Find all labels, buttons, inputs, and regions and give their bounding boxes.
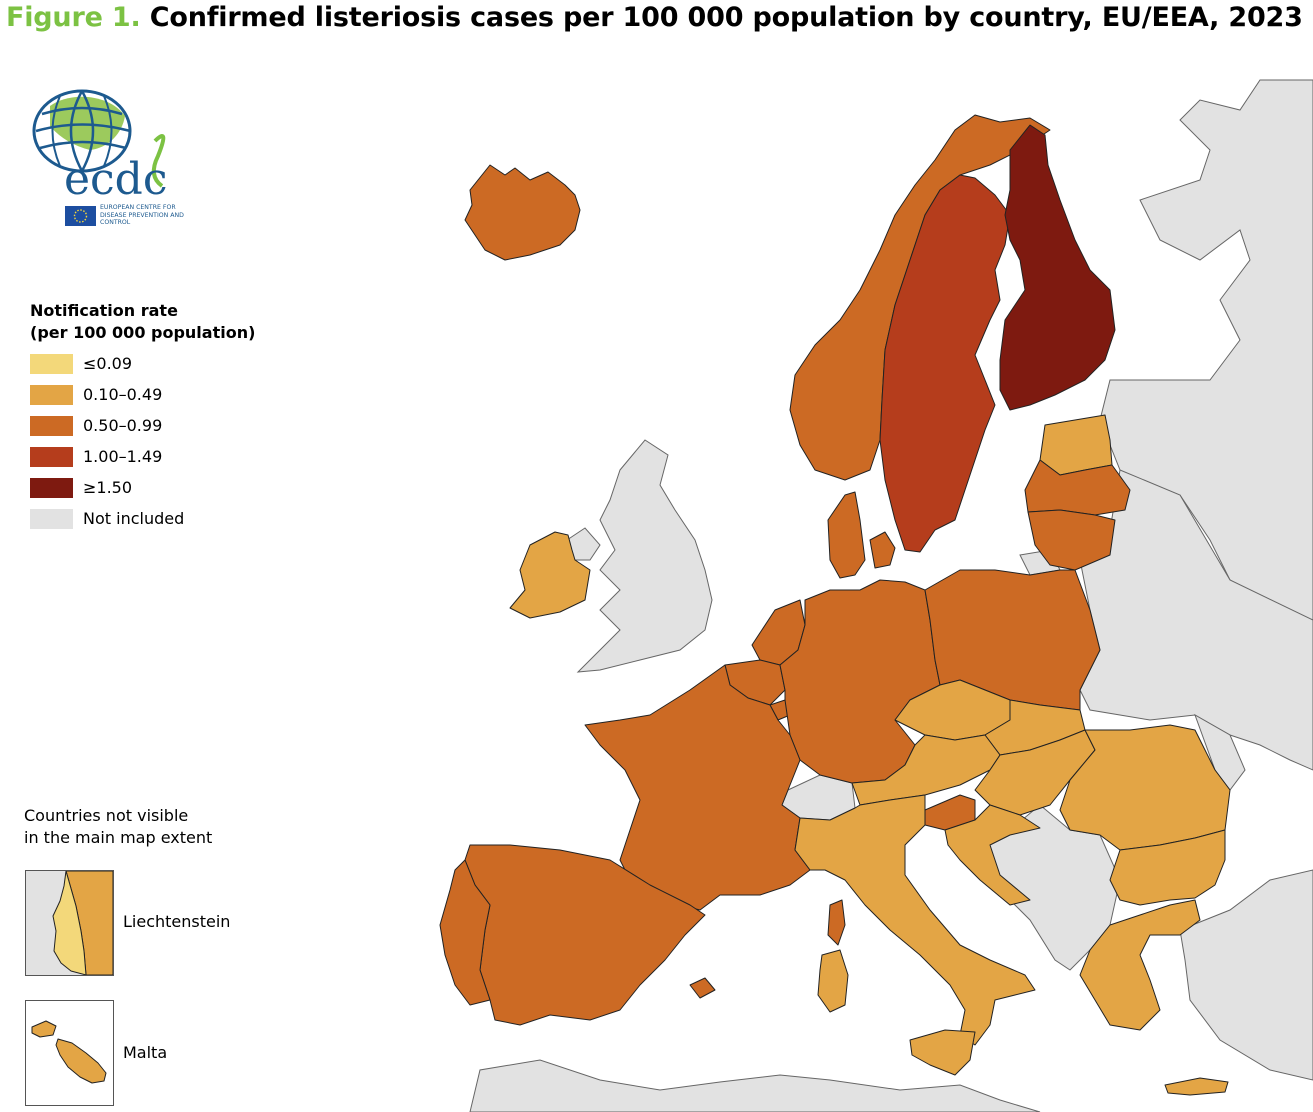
country-regions	[439, 114, 1231, 1096]
mallorca-shape	[689, 977, 716, 999]
legend-item: ≤0.09	[30, 348, 290, 379]
legend-swatch	[30, 353, 73, 374]
italy-shape	[794, 794, 1036, 1046]
legend-heading-line1: Notification rate	[30, 301, 178, 320]
corsica-shape	[827, 899, 846, 946]
malta-inset-map	[26, 1001, 113, 1105]
denmark-zealand-shape	[869, 531, 896, 569]
liechtenstein-inset-map	[26, 871, 113, 975]
liechtenstein-inset	[25, 870, 114, 976]
sweden-shape	[879, 174, 1011, 553]
legend-swatch	[30, 508, 73, 529]
legend-label: ≤0.09	[83, 354, 133, 373]
ecdc-logo-wordmark: ecdc	[64, 154, 168, 205]
croatia-shape	[944, 804, 1041, 906]
ecdc-logo: ecdc EUROPEAN CENTRE FOR DISEASE PREVENT…	[30, 86, 195, 231]
turkey-shape	[1179, 869, 1313, 1081]
sicily-shape	[909, 1029, 976, 1076]
denmark-shape	[827, 491, 866, 579]
eu-flag-icon	[65, 206, 96, 226]
figure-title-text: Confirmed listeriosis cases per 100 000 …	[149, 2, 1303, 33]
ecdc-logo-graphic: ecdc EUROPEAN CENTRE FOR DISEASE PREVENT…	[32, 89, 184, 226]
figure-label: Figure 1.	[6, 2, 141, 33]
lithuania-shape	[1027, 509, 1116, 571]
sardinia-shape	[817, 949, 849, 1013]
france-shape	[584, 664, 811, 911]
inset-liechtenstein-shape	[52, 871, 87, 975]
legend-swatch	[30, 384, 73, 405]
not-visible-heading: Countries not visible in the main map ex…	[24, 805, 264, 849]
legend-label: 0.50–0.99	[83, 416, 163, 435]
legend-swatch	[30, 477, 73, 498]
not-included-land	[469, 79, 1313, 1112]
legend-item: 0.10–0.49	[30, 379, 290, 410]
north-africa-shape	[469, 1059, 1041, 1112]
map-legend: Notification rate (per 100 000 populatio…	[30, 300, 290, 534]
inset-gozo-shape	[31, 1020, 57, 1038]
portugal-shape	[439, 859, 491, 1006]
greece-shape	[1079, 899, 1201, 1031]
malta-label: Malta	[123, 1043, 168, 1062]
legend-items: ≤0.09 0.10–0.49 0.50–0.99 1.00–1.49 ≥1.50 Not…	[30, 348, 290, 534]
legend-heading-line2: (per 100 000 population)	[30, 323, 256, 342]
legend-label: Not included	[83, 509, 185, 528]
malta-inset	[25, 1000, 114, 1106]
legend-swatch	[30, 415, 73, 436]
not-visible-heading-line2: in the main map extent	[24, 828, 213, 847]
inset-malta-shape	[55, 1038, 107, 1084]
legend-item: ≥1.50	[30, 472, 290, 503]
ecdc-org-name: EUROPEAN CENTRE FOR DISEASE PREVENTION A…	[100, 204, 184, 226]
ireland-shape	[509, 531, 591, 619]
iceland-shape	[464, 164, 581, 261]
not-visible-heading-line1: Countries not visible	[24, 806, 189, 825]
finland-shape	[999, 124, 1116, 411]
legend-label: 0.10–0.49	[83, 385, 163, 404]
estonia-shape	[1039, 414, 1113, 476]
crete-shape	[1164, 1077, 1229, 1096]
bulgaria-shape	[1109, 829, 1226, 906]
legend-item: 0.50–0.99	[30, 410, 290, 441]
liechtenstein-label: Liechtenstein	[123, 912, 231, 931]
moldova-shape	[1194, 713, 1246, 791]
uk-shape	[576, 439, 713, 673]
legend-item: 1.00–1.49	[30, 441, 290, 472]
legend-label: 1.00–1.49	[83, 447, 163, 466]
europe-map	[439, 79, 1313, 1112]
legend-label: ≥1.50	[83, 478, 133, 497]
figure-title: Figure 1. Confirmed listeriosis cases pe…	[6, 2, 1303, 33]
legend-item: Not included	[30, 503, 290, 534]
legend-swatch	[30, 446, 73, 467]
poland-shape	[924, 569, 1101, 711]
globe-icon	[32, 89, 166, 188]
